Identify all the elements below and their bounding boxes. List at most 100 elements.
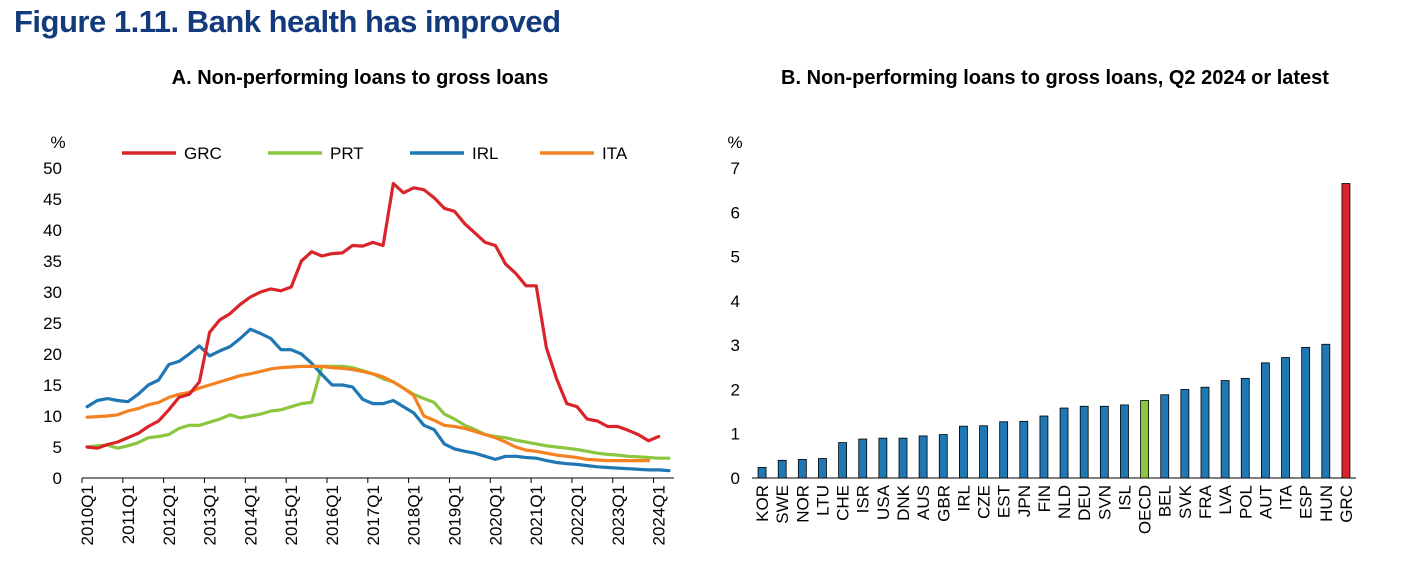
bar-isr	[858, 438, 868, 479]
panel-b-x-tick-label: EST	[995, 485, 1014, 518]
bar-kor	[757, 466, 767, 479]
bar-jpn	[1019, 420, 1029, 479]
panel-b-x-tick-label: LTU	[813, 485, 832, 516]
panel-a-y-tick-label: 45	[43, 190, 62, 209]
panel-a-y-tick-label: 0	[53, 469, 62, 488]
panel-b-y-tick-label: 4	[731, 292, 740, 311]
bar-gbr	[938, 434, 948, 479]
bar-isl	[1120, 404, 1129, 479]
panel-b-y-unit: %	[727, 133, 742, 152]
series-line-grc	[85, 181, 661, 450]
panel-a-x-tick-label: 2023Q1	[609, 485, 628, 546]
panel-b-x-tick-label: AUT	[1256, 485, 1275, 519]
panel-a-x-tick-label: 2013Q1	[201, 485, 220, 546]
panel-b-y-tick-label: 1	[731, 425, 740, 444]
panel-b-x-tick-label: ESP	[1297, 485, 1316, 519]
panel-b-y-tick-label: 3	[731, 336, 740, 355]
panel-b-y-tick-label: 0	[731, 469, 740, 488]
panel-a-y-tick-label: 35	[43, 252, 62, 271]
bar-aus	[918, 435, 928, 479]
panel-a-x-tick-label: 2016Q1	[323, 485, 342, 546]
panel-a-y-tick-label: 15	[43, 376, 62, 395]
bar-swe	[777, 459, 787, 479]
panel-b-y-tick-label: 6	[731, 203, 740, 222]
figure-title: Figure 1.11. Bank health has improved	[14, 4, 561, 39]
panel-a-x-tick-label: 2020Q1	[486, 485, 505, 546]
panel-a-x-tick-label: 2022Q1	[568, 485, 587, 546]
panel-b-x-tick-label: NLD	[1055, 485, 1074, 519]
panel-b-x-tick-label: GBR	[934, 485, 953, 522]
panel-a-y-tick-label: 10	[43, 407, 62, 426]
panel-b-x-tick-label: SWE	[773, 485, 792, 524]
bar-esp	[1301, 346, 1311, 479]
panel-b-x-tick-label: KOR	[753, 485, 772, 522]
legend-label-irl: IRL	[472, 144, 498, 163]
panel-a-x-tick-label: 2021Q1	[527, 485, 546, 546]
panel-a-x-tick-label: 2011Q1	[119, 485, 138, 544]
panel-a-x-tick-label: 2018Q1	[405, 485, 424, 546]
series-line-irl	[85, 327, 671, 473]
bar-dnk	[898, 437, 908, 479]
bar-bel	[1160, 394, 1170, 479]
panel-b-x-tick-label: POL	[1236, 485, 1255, 519]
series-line-ita	[85, 364, 651, 463]
bar-est	[999, 421, 1009, 479]
bar-nor	[797, 458, 807, 479]
panel-b-x-tick-label: ISL	[1115, 485, 1134, 511]
panel-a-y-unit: %	[50, 133, 65, 152]
panel-b-y-tick-label: 7	[731, 159, 740, 178]
panel-a-y-tick-label: 5	[53, 438, 62, 457]
bar-ita	[1281, 357, 1290, 479]
bar-usa	[878, 437, 888, 479]
panel-b-x-tick-label: ITA	[1277, 484, 1296, 510]
panel-a-x-tick-label: 2010Q1	[78, 485, 97, 546]
panel-a-y-tick-label: 30	[43, 283, 62, 302]
panel-b-x-tick-label: GRC	[1337, 485, 1356, 523]
bar-fin	[1039, 415, 1049, 479]
panel-a-y-tick-label: 50	[43, 159, 62, 178]
panel-a-x-tick-label: 2012Q1	[160, 485, 179, 546]
panel-b-x-tick-label: LVA	[1216, 484, 1235, 514]
legend-label-ita: ITA	[602, 144, 628, 163]
panel-b-x-tick-label: SVN	[1095, 485, 1114, 520]
panel-b-x-tick-label: JPN	[1015, 485, 1034, 517]
bar-svn	[1099, 405, 1109, 479]
panel-a-x-tick-label: 2014Q1	[241, 485, 260, 546]
panel-b-x-tick-label: NOR	[793, 485, 812, 523]
bar-nld	[1059, 407, 1069, 479]
panel-a-y-tick-label: 40	[43, 221, 62, 240]
panel-b-x-tick-label: OECD	[1136, 485, 1155, 534]
bar-irl	[959, 425, 968, 479]
panel-a-x-tick-label: 2015Q1	[282, 485, 301, 546]
panel-a-x-tick-label: 2019Q1	[446, 485, 465, 545]
legend-label-prt: PRT	[330, 144, 364, 163]
bar-aut	[1261, 362, 1270, 479]
legend-label-grc: GRC	[184, 144, 222, 163]
panel-b-x-tick-label: BEL	[1156, 485, 1175, 517]
panel-a-y-tick-label: 20	[43, 345, 62, 364]
panel-a-title: A. Non-performing loans to gross loans	[171, 67, 549, 89]
panel-b-x-tick-label: IRL	[954, 485, 973, 511]
panel-b-y-tick-label: 5	[731, 248, 740, 267]
panel-b-x-tick-label: DNK	[894, 484, 913, 521]
bar-hun	[1321, 343, 1331, 479]
bar-lva	[1220, 380, 1230, 479]
bar-cze	[979, 425, 988, 479]
panel-a-x-tick-label: 2024Q1	[650, 485, 669, 546]
panel-b-x-tick-label: FIN	[1035, 485, 1054, 512]
panel-b-x-tick-label: HUN	[1317, 485, 1336, 522]
panel-a-y-tick-label: 25	[43, 314, 62, 333]
bar-oecd	[1140, 400, 1149, 479]
bar-grc	[1341, 183, 1351, 479]
panel-b-x-tick-label: FRA	[1196, 484, 1215, 519]
panel-a-x-tick-label: 2017Q1	[364, 485, 383, 546]
panel-b-x-tick-label: SVK	[1176, 484, 1195, 519]
bar-ltu	[818, 458, 827, 479]
panel-b-x-tick-label: CHE	[834, 485, 853, 521]
bar-fra	[1200, 386, 1210, 479]
panel-b-y-tick-label: 2	[731, 380, 740, 399]
bar-deu	[1079, 405, 1089, 479]
panel-b-title: B. Non-performing loans to gross loans, …	[781, 67, 1329, 89]
panel-b-x-tick-label: AUS	[914, 485, 933, 520]
